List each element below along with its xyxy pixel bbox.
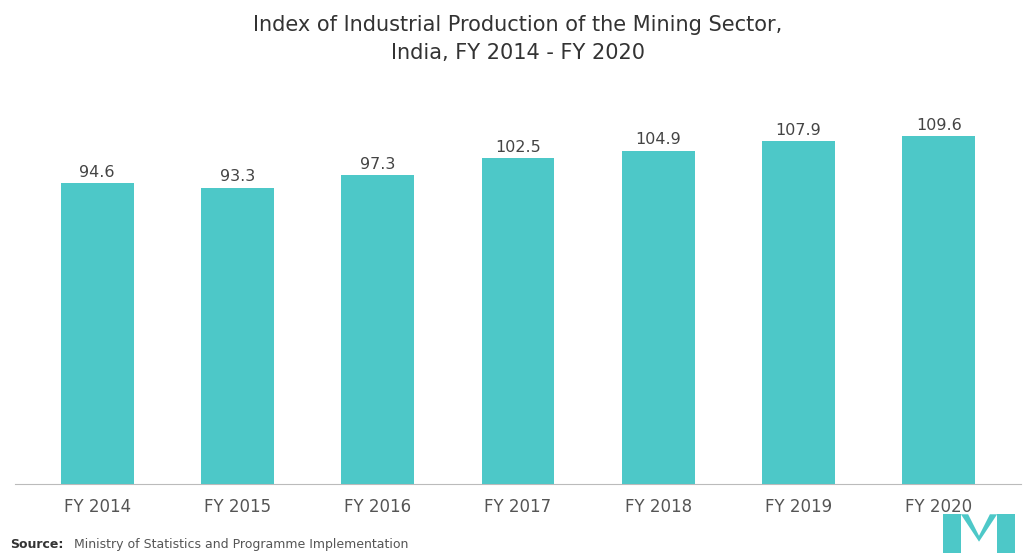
Bar: [61, 183, 134, 484]
Text: 109.6: 109.6: [916, 117, 961, 132]
Text: Ministry of Statistics and Programme Implementation: Ministry of Statistics and Programme Imp…: [70, 538, 409, 551]
Title: Index of Industrial Production of the Mining Sector,
India, FY 2014 - FY 2020: Index of Industrial Production of the Mi…: [254, 15, 782, 63]
Text: 93.3: 93.3: [220, 169, 255, 184]
Text: Source:: Source:: [10, 538, 64, 551]
Text: 94.6: 94.6: [80, 165, 115, 180]
Text: 107.9: 107.9: [776, 123, 822, 138]
Text: 102.5: 102.5: [495, 140, 541, 155]
Bar: [622, 151, 695, 484]
Bar: [341, 175, 414, 484]
Text: 97.3: 97.3: [361, 157, 396, 172]
Bar: [762, 141, 835, 484]
Text: 104.9: 104.9: [635, 132, 681, 148]
Bar: [902, 136, 975, 484]
Bar: [482, 158, 554, 484]
Bar: [201, 188, 274, 484]
